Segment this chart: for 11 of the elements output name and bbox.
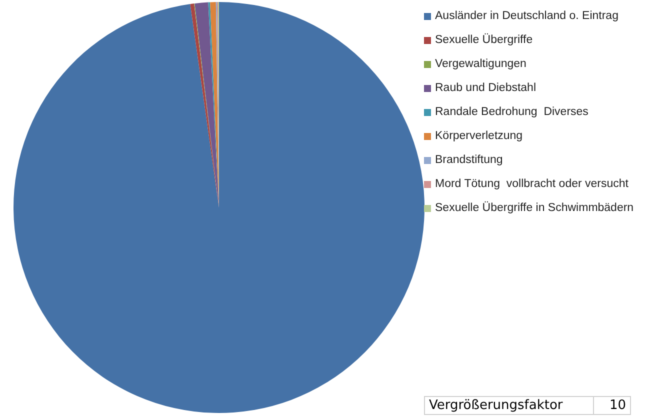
legend-label: Brandstiftung	[435, 154, 503, 166]
legend-label: Raub und Diebstahl	[435, 82, 536, 94]
text: 10	[594, 396, 630, 414]
legend-label: Sexuelle Übergriffe in Schwimmbädern	[435, 202, 634, 214]
legend-label: Randale Bedrohung Diverses	[435, 106, 588, 118]
legend-label: Körperverletzung	[435, 130, 523, 142]
legend-label: Mord Tötung vollbracht oder versucht	[435, 178, 628, 190]
legend-label: Ausländer in Deutschland o. Eintrag	[435, 10, 618, 22]
text: Vergrößerungsfaktor	[424, 396, 594, 414]
legend-label: Vergewaltigungen	[435, 58, 526, 70]
legend-label: Sexuelle Übergriffe	[435, 34, 533, 46]
